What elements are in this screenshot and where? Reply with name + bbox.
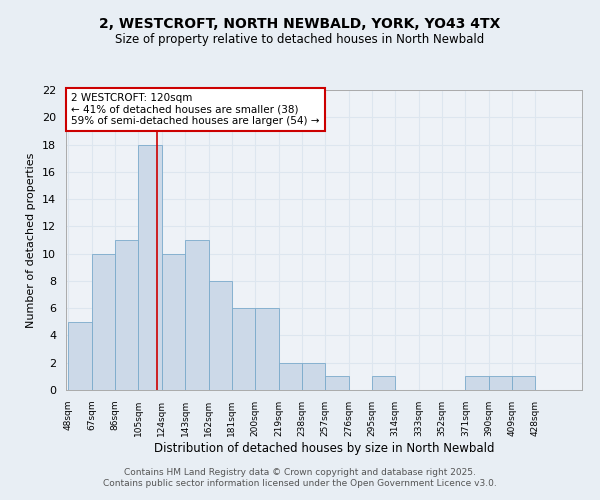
Bar: [325, 376, 349, 390]
Text: 2, WESTCROFT, NORTH NEWBALD, YORK, YO43 4TX: 2, WESTCROFT, NORTH NEWBALD, YORK, YO43 …: [100, 18, 500, 32]
Text: Contains HM Land Registry data © Crown copyright and database right 2025.
Contai: Contains HM Land Registry data © Crown c…: [103, 468, 497, 487]
Bar: [139, 144, 162, 390]
Y-axis label: Number of detached properties: Number of detached properties: [26, 152, 37, 328]
Bar: [209, 281, 232, 390]
Bar: [512, 376, 535, 390]
Bar: [68, 322, 92, 390]
Bar: [232, 308, 255, 390]
Bar: [372, 376, 395, 390]
Bar: [302, 362, 325, 390]
Bar: [488, 376, 512, 390]
Bar: [185, 240, 209, 390]
Bar: [255, 308, 278, 390]
Bar: [115, 240, 139, 390]
Bar: [162, 254, 185, 390]
Text: Size of property relative to detached houses in North Newbald: Size of property relative to detached ho…: [115, 32, 485, 46]
X-axis label: Distribution of detached houses by size in North Newbald: Distribution of detached houses by size …: [154, 442, 494, 454]
Text: 2 WESTCROFT: 120sqm
← 41% of detached houses are smaller (38)
59% of semi-detach: 2 WESTCROFT: 120sqm ← 41% of detached ho…: [71, 93, 320, 126]
Bar: [92, 254, 115, 390]
Bar: [465, 376, 488, 390]
Bar: [278, 362, 302, 390]
